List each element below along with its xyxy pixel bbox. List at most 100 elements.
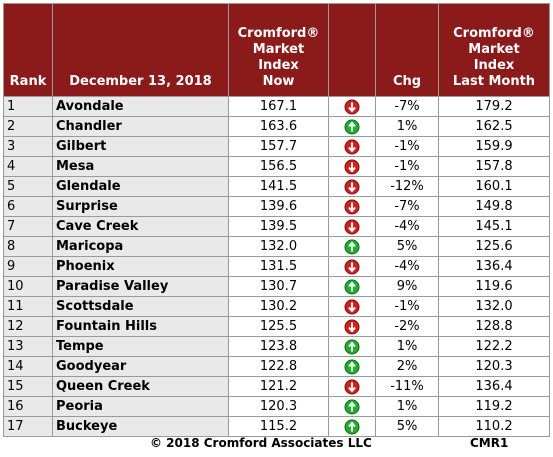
down-arrow-icon [344,99,360,114]
name-cell: Surprise [52,196,229,217]
icon-arrow [348,240,356,251]
rank-cell: 13 [3,336,53,357]
table-row: 1 Avondale 167.1 -7% 179.2 [3,96,550,117]
down-arrow-icon [344,219,360,234]
icon-arrow [348,162,356,173]
header-line: Rank [9,74,47,89]
index-last-month-cell: 119.6 [438,276,550,297]
table-row: 6 Surprise 139.6 -7% 149.8 [3,196,550,217]
table-row: 2 Chandler 163.6 1% 162.5 [3,116,550,137]
icon-arrow [348,202,356,213]
change-cell: -2% [375,316,439,337]
index-now-cell: 139.5 [228,216,329,237]
index-last-month-cell: 149.8 [438,196,550,217]
rank-cell: 12 [3,316,53,337]
header-line: Now [262,74,295,89]
table-row: 4 Mesa 156.5 -1% 157.8 [3,156,550,177]
index-last-month-cell: 125.6 [438,236,550,257]
trend-cell [328,236,376,257]
down-arrow-icon [344,159,360,174]
header-line: Index [258,58,299,73]
table-row: 11 Scottsdale 130.2 -1% 132.0 [3,296,550,317]
name-cell: Gilbert [52,136,229,157]
rank-cell: 8 [3,236,53,257]
header-line: Chg [392,74,422,89]
up-arrow-icon [344,359,360,374]
index-now-cell: 121.2 [228,376,329,397]
trend-cell [328,196,376,217]
name-cell: Maricopa [52,236,229,257]
rank-cell: 10 [3,276,53,297]
name-cell: Glendale [52,176,229,197]
table-row: 9 Phoenix 131.5 -4% 136.4 [3,256,550,277]
name-cell: Goodyear [52,356,229,377]
icon-arrow [348,302,356,313]
icon-arrow [348,222,356,233]
rank-cell: 6 [3,196,53,217]
down-arrow-icon [344,259,360,274]
up-arrow-icon [344,239,360,254]
index-now-cell: 163.6 [228,116,329,137]
up-arrow-icon [344,399,360,414]
icon-arrow [348,280,356,291]
trend-cell [328,316,376,337]
trend-cell [328,396,376,417]
icon-arrow [348,102,356,113]
rank-cell: 4 [3,156,53,177]
index-last-month-cell: 136.4 [438,256,550,277]
index-last-month-cell: 162.5 [438,116,550,137]
index-now-cell: 141.5 [228,176,329,197]
name-cell: Phoenix [52,256,229,277]
header-line: Market [252,42,305,57]
rank-cell: 16 [3,396,53,417]
rank-cell: 5 [3,176,53,197]
change-cell: -11% [375,376,439,397]
header-cell: December 13, 2018 [52,3,229,97]
change-cell: -1% [375,136,439,157]
change-cell: 5% [375,236,439,257]
index-last-month-cell: 122.2 [438,336,550,357]
table-row: 16 Peoria 120.3 1% 119.2 [3,396,550,417]
icon-arrow [348,420,356,431]
down-arrow-icon [344,299,360,314]
icon-arrow [348,340,356,351]
table-body: 1 Avondale 167.1 -7% 179.2 2 Chandler 163.6 1% 16… [3,96,550,437]
index-now-cell: 167.1 [228,96,329,117]
change-cell: 2% [375,356,439,377]
rank-cell: 9 [3,256,53,277]
trend-cell [328,416,376,437]
table-row: 14 Goodyear 122.8 2% 120.3 [3,356,550,377]
down-arrow-icon [344,319,360,334]
index-now-cell: 132.0 [228,236,329,257]
index-now-cell: 131.5 [228,256,329,277]
trend-cell [328,96,376,117]
header-cell: Cromford® Market Index Now [228,3,329,97]
rank-cell: 15 [3,376,53,397]
icon-arrow [348,360,356,371]
index-now-cell: 156.5 [228,156,329,177]
index-last-month-cell: 119.2 [438,396,550,417]
index-last-month-cell: 128.8 [438,316,550,337]
index-last-month-cell: 159.9 [438,136,550,157]
header-line: Cromford® [237,26,320,41]
report-code: CMR1 [470,436,509,450]
down-arrow-icon [344,179,360,194]
icon-arrow [348,322,356,333]
table-row: 5 Glendale 141.5 -12% 160.1 [3,176,550,197]
icon-arrow [348,400,356,411]
change-cell: -4% [375,216,439,237]
header-cell: Rank [3,3,53,97]
index-now-cell: 130.7 [228,276,329,297]
up-arrow-icon [344,419,360,434]
index-now-cell: 125.5 [228,316,329,337]
change-cell: -1% [375,296,439,317]
rank-cell: 3 [3,136,53,157]
icon-arrow [348,262,356,273]
index-last-month-cell: 160.1 [438,176,550,197]
index-last-month-cell: 136.4 [438,376,550,397]
rank-cell: 14 [3,356,53,377]
copyright: © 2018 Cromford Associates LLC [150,436,372,450]
index-now-cell: 115.2 [228,416,329,437]
name-cell: Avondale [52,96,229,117]
icon-arrow [348,182,356,193]
